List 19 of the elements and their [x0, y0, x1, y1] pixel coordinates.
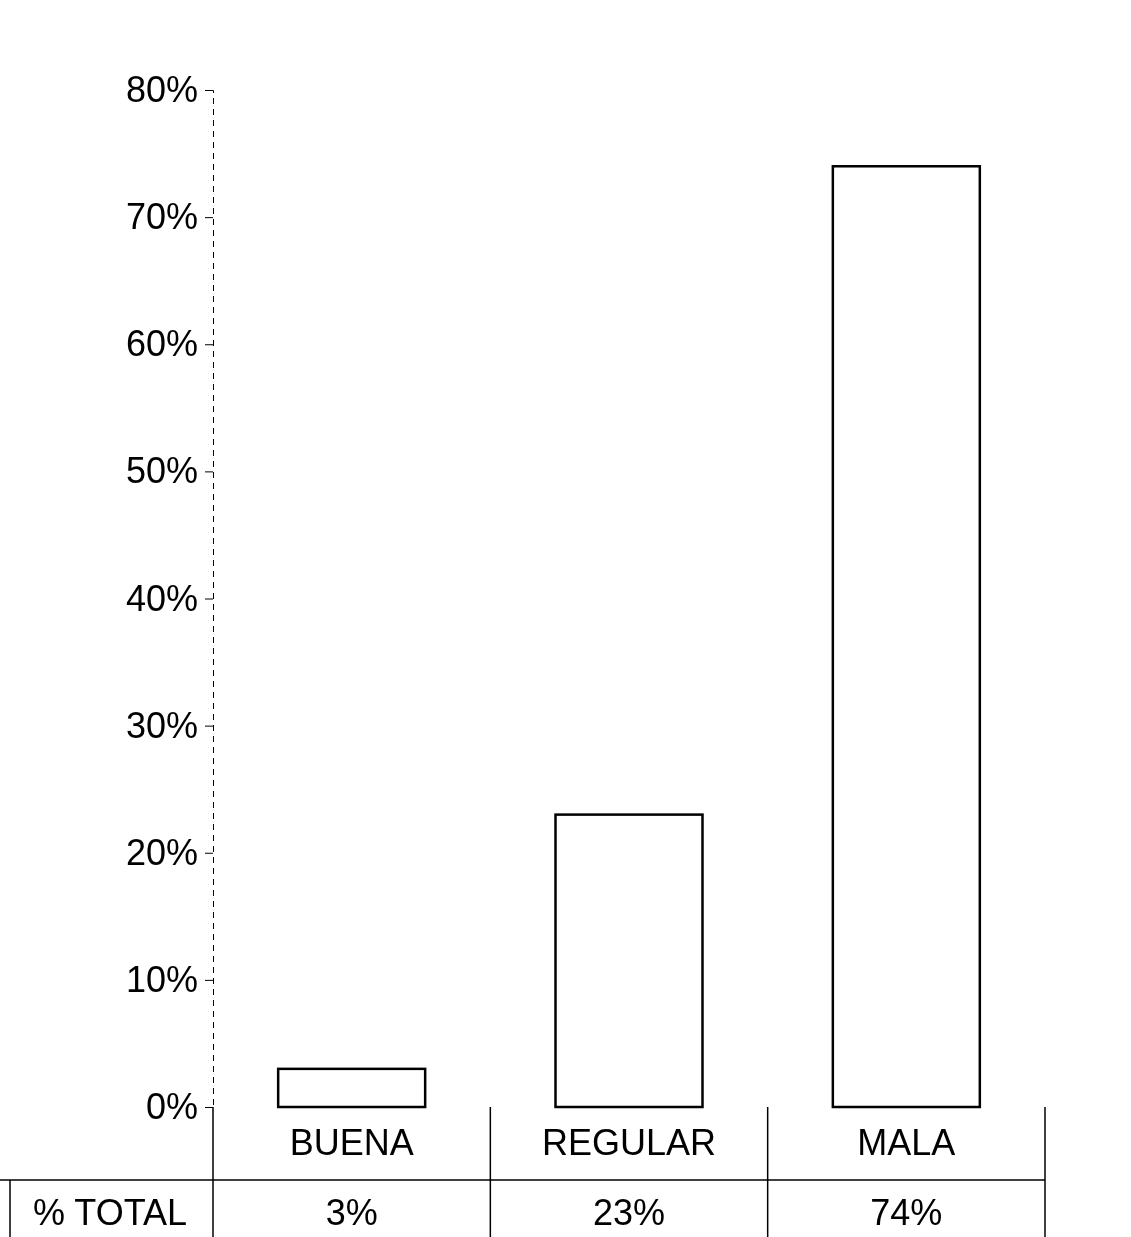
bar: [831, 165, 982, 1109]
y-tick-label: 80%: [125, 69, 198, 111]
data-label: 3%: [325, 1192, 378, 1233]
x-tick-label: REGULAR: [541, 1122, 717, 1163]
bar: [276, 1067, 427, 1109]
y-tick-label: 50%: [125, 450, 198, 492]
y-tick-label: 0%: [145, 1086, 198, 1128]
y-tick-label: 30%: [125, 704, 198, 746]
data-label: 74%: [870, 1192, 943, 1233]
x-tick-label: MALA: [857, 1122, 956, 1163]
data-label: 23%: [592, 1192, 666, 1233]
y-tick-label: 20%: [125, 831, 198, 873]
y-tick-label: 60%: [125, 323, 198, 365]
y-tick-label: 10%: [125, 958, 198, 1000]
y-tick-label: 40%: [125, 577, 198, 619]
text: % TOTAL: [32, 1192, 188, 1233]
bar: [554, 813, 704, 1109]
y-tick-label: 70%: [125, 196, 198, 238]
x-tick-label: BUENA: [289, 1122, 414, 1163]
